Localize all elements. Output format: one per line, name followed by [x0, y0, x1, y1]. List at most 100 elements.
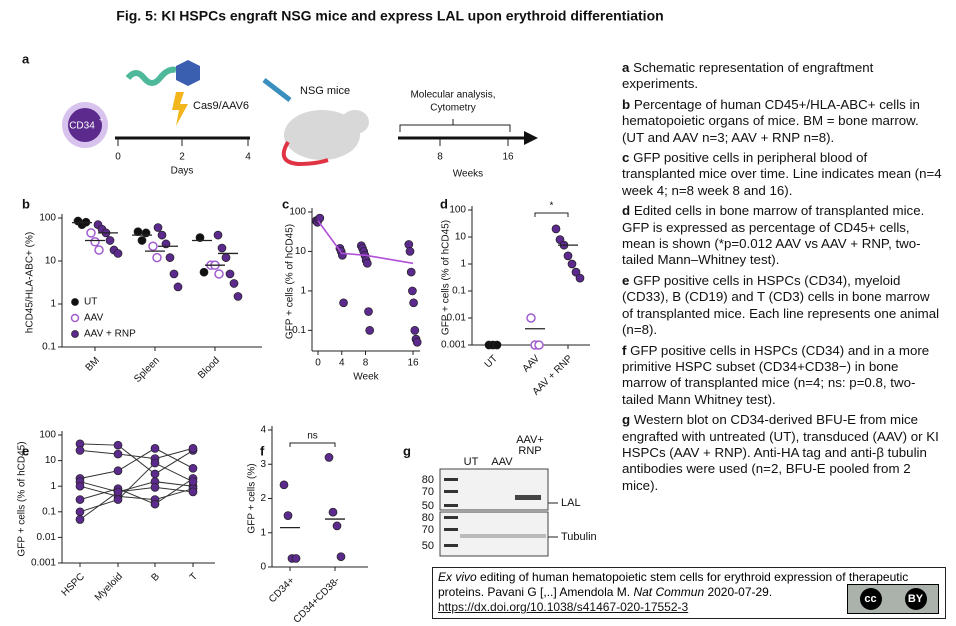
- y-tick-label: 0.01: [447, 313, 467, 324]
- source-lead: Ex vivo: [438, 570, 477, 584]
- mouse-tail: [281, 140, 329, 167]
- ladder-band: [444, 544, 458, 547]
- mean-line: [317, 220, 414, 265]
- animal-line: [79, 486, 194, 520]
- y-tick-label: 0.001: [31, 558, 56, 569]
- data-point: [563, 251, 573, 261]
- y-tick-label: 1: [300, 286, 306, 297]
- caption-label: g: [622, 412, 631, 428]
- panel-label: b: [22, 196, 30, 211]
- panel-label: a: [22, 51, 30, 66]
- marker-label: 80: [422, 512, 434, 524]
- caption-text: GFP positive cells in HSPCs (CD34), myel…: [622, 272, 940, 338]
- y-axis-label: GFP + cells (%): [247, 463, 258, 533]
- caption-text: Percentage of human CD45+/HLA-ABC+ cells…: [622, 96, 920, 145]
- week-tick-label: 16: [502, 152, 514, 163]
- x-tick-label: 4: [339, 358, 345, 369]
- panel-label: c: [282, 196, 289, 211]
- data-point: [551, 224, 561, 234]
- x-tick-label: HSPC: [60, 571, 87, 598]
- data-point: [150, 469, 160, 479]
- animal-line: [79, 462, 194, 513]
- data-point: [315, 213, 325, 223]
- figure-title: Fig. 5: KI HSPCs engraft NSG mice and ex…: [116, 8, 663, 24]
- source-link[interactable]: https://dx.doi.org/10.1038/s41467-020-17…: [438, 600, 689, 614]
- legend-label: AAV: [84, 313, 104, 324]
- cas9-icon: [125, 66, 177, 86]
- caption-label: d: [622, 203, 631, 219]
- data-point: [221, 253, 231, 262]
- caption-text: Western blot on CD34-derived BFU-E from …: [622, 412, 939, 493]
- caption-item: e GFP positive cells in HSPCs (CD34), my…: [622, 273, 944, 339]
- caption-label: a: [622, 60, 630, 75]
- data-point: [362, 258, 372, 268]
- y-tick-label: 2: [260, 493, 266, 504]
- x-tick-label: AAV: [521, 353, 543, 375]
- days-label: Days: [171, 166, 194, 177]
- caption-text: Edited cells in bone marrow of transplan…: [622, 203, 925, 268]
- x-tick-label: BM: [84, 355, 102, 373]
- treatment-label: Cas9/AAV6: [193, 100, 249, 112]
- data-point: [150, 483, 160, 492]
- source-box: Ex vivo editing of human hematopoietic s…: [432, 567, 946, 619]
- significance-bracket: [289, 442, 336, 447]
- data-point: [225, 269, 235, 279]
- data-point: [408, 286, 417, 296]
- animal-line: [79, 481, 194, 493]
- caption-label: e: [622, 272, 630, 288]
- data-point: [165, 253, 175, 262]
- caption-item: g Western blot on CD34-derived BFU-E fro…: [622, 412, 944, 494]
- data-point: [575, 273, 585, 283]
- animal-line: [79, 447, 194, 479]
- data-point: [233, 292, 243, 301]
- data-point: [567, 259, 577, 269]
- panel-label: g: [403, 443, 411, 458]
- legend-label: AAV + RNP: [84, 329, 136, 340]
- y-tick-label: 1: [460, 259, 466, 270]
- data-point: [534, 340, 544, 350]
- cell-label: CD34: [69, 121, 95, 132]
- data-point: [291, 554, 301, 563]
- x-tick-label: Blood: [196, 355, 222, 381]
- data-point: [410, 326, 420, 335]
- y-tick-label: 100: [449, 205, 466, 216]
- data-point: [113, 449, 123, 459]
- x-tick-label: Spleen: [132, 355, 162, 385]
- ladder-band: [444, 490, 458, 493]
- caption-label: b: [622, 96, 631, 112]
- data-point: [328, 507, 338, 517]
- caption-label: f: [622, 342, 627, 358]
- y-tick-label: 100: [39, 430, 56, 441]
- data-point: [364, 307, 373, 316]
- ladder-band: [444, 528, 458, 531]
- data-point: [332, 521, 342, 531]
- blot-target: Tubulin: [561, 531, 597, 543]
- x-tick-label: 16: [407, 358, 419, 369]
- lane-label: AAV: [491, 456, 513, 468]
- data-point: [188, 477, 198, 487]
- significance-label: *: [550, 201, 554, 212]
- source-date: 2020-07-29.: [704, 585, 773, 599]
- data-point: [199, 267, 209, 277]
- y-tick-label: 4: [260, 425, 266, 436]
- x-tick-label: T: [188, 571, 200, 583]
- data-point: [214, 269, 224, 279]
- x-tick-label: CD34+: [267, 575, 297, 605]
- data-point: [339, 298, 348, 308]
- animal-line: [79, 485, 194, 501]
- caption-text: Schematic representation of engraftment …: [622, 60, 874, 92]
- marker-label: 70: [422, 524, 434, 536]
- x-tick-label: B: [149, 571, 162, 584]
- y-axis-label: GFP + cells (% of hCD45): [17, 441, 28, 556]
- y-tick-label: 10: [45, 455, 57, 466]
- y-tick-label: 0.1: [42, 342, 56, 353]
- aav-icon: [176, 60, 200, 86]
- marker-label: 80: [422, 474, 434, 486]
- data-point: [526, 313, 536, 323]
- source-text: editing of human hematopoietic stem cell…: [438, 570, 909, 599]
- y-tick-label: 0.001: [441, 340, 466, 351]
- data-point: [90, 237, 100, 247]
- data-point: [173, 282, 183, 292]
